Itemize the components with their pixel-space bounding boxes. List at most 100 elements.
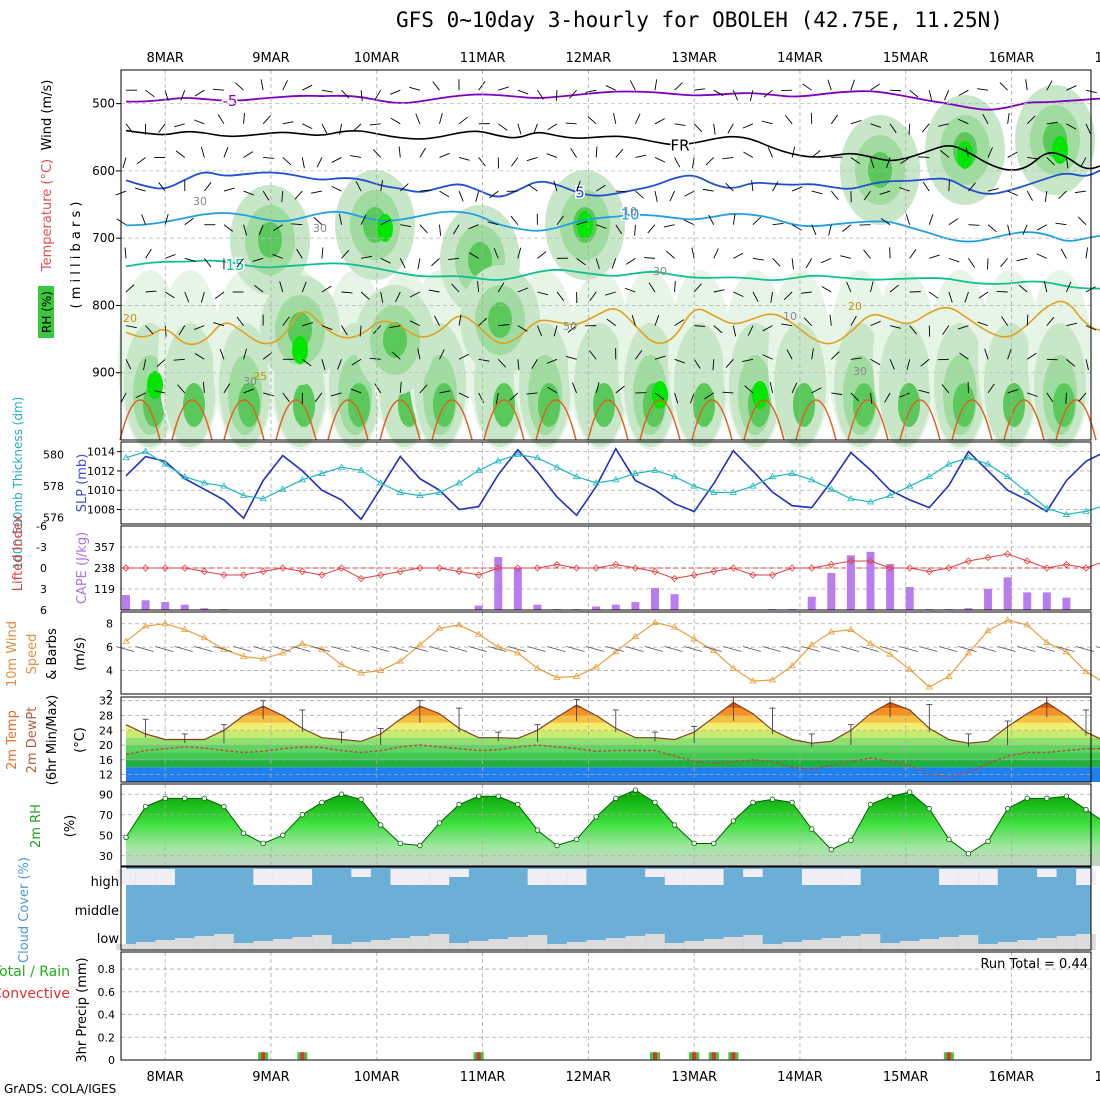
rh-contour-high bbox=[853, 383, 875, 427]
wind-barb bbox=[301, 281, 307, 293]
rh2m-point bbox=[887, 793, 893, 799]
wind-barb bbox=[122, 157, 127, 169]
surface-wind-barb bbox=[1036, 646, 1055, 652]
cape-tick-label: 238 bbox=[94, 562, 115, 575]
wind-barb bbox=[389, 89, 401, 95]
wind-barb bbox=[1001, 316, 1009, 326]
wind-barb bbox=[417, 258, 421, 270]
surface-wind-barb bbox=[311, 646, 331, 652]
wind-barb bbox=[938, 123, 949, 127]
wind-barb bbox=[964, 291, 969, 303]
li-point bbox=[142, 564, 150, 572]
wind-barb bbox=[145, 325, 154, 335]
isotherm-25-loop bbox=[899, 399, 941, 441]
surface-wind-barb bbox=[938, 646, 957, 652]
precip-tick-label: 0.6 bbox=[98, 986, 116, 999]
wind-barb bbox=[900, 157, 910, 164]
wind-barb bbox=[439, 113, 443, 124]
wind-barb bbox=[478, 317, 488, 326]
li-point bbox=[377, 571, 385, 579]
rh-contour-high bbox=[183, 383, 205, 427]
rh-axis-labels: RH (%) Temperature (°C) Wind (m/s) ( m i l … bbox=[38, 80, 84, 338]
precip-convective-bar bbox=[692, 1052, 697, 1060]
rh-contour-high bbox=[1053, 383, 1075, 427]
precip-convective-bar bbox=[711, 1052, 716, 1060]
wind-barb bbox=[428, 289, 440, 293]
wind-barb bbox=[890, 89, 902, 92]
cloud-high-clear bbox=[743, 869, 763, 877]
wind-barb bbox=[694, 88, 706, 91]
wind-barb bbox=[360, 214, 367, 225]
rh2m-point bbox=[319, 799, 325, 806]
wind-barb bbox=[1085, 247, 1088, 259]
rh2m-point bbox=[338, 791, 345, 797]
wind-barb bbox=[1085, 359, 1089, 371]
wind-speed-point bbox=[416, 641, 424, 648]
wind-barb bbox=[1066, 85, 1077, 91]
rh-contour-high bbox=[593, 383, 615, 427]
isotherm-25-loop bbox=[1003, 399, 1045, 441]
cloud-high-clear bbox=[116, 869, 136, 885]
rh2m-point bbox=[691, 840, 697, 847]
cloud-low-fill bbox=[253, 941, 273, 950]
wind-barb bbox=[725, 182, 734, 192]
isotherm-2 bbox=[125, 169, 1100, 198]
isotherm-25-loop bbox=[431, 399, 473, 441]
wind-barb bbox=[909, 89, 919, 98]
wind-barb bbox=[905, 214, 911, 225]
wind-barb bbox=[850, 357, 862, 360]
li-point bbox=[553, 560, 561, 569]
wind-barb bbox=[842, 224, 852, 232]
wind-barb bbox=[537, 251, 547, 259]
wind-barb bbox=[165, 254, 176, 259]
precip-tick-label: 0 bbox=[108, 1054, 115, 1067]
cloud-high-clear bbox=[821, 869, 842, 885]
wind-barb bbox=[772, 181, 779, 192]
thickness-point bbox=[905, 482, 914, 489]
wind-barb bbox=[458, 190, 464, 202]
wind-barb bbox=[517, 89, 529, 95]
date-label-bottom: 9MAR bbox=[252, 1070, 289, 1085]
wind-barb bbox=[1060, 248, 1067, 259]
date-label-bottom: 14MAR bbox=[777, 1070, 823, 1085]
isotherm-0 bbox=[126, 90, 1100, 111]
wind-barb bbox=[576, 257, 586, 266]
cape-bar bbox=[964, 608, 973, 610]
rh2m-point bbox=[613, 795, 619, 802]
wind-speed-point bbox=[847, 625, 855, 632]
rh2m-point bbox=[750, 799, 756, 806]
cloud-row-label: low bbox=[97, 932, 120, 947]
wind-barb bbox=[409, 320, 421, 327]
li-point bbox=[122, 564, 130, 572]
li-point bbox=[866, 557, 875, 565]
cloud-low-fill bbox=[429, 934, 450, 950]
cape-bar bbox=[494, 557, 503, 610]
rh2m-point bbox=[809, 826, 815, 832]
wind-speed-point bbox=[827, 628, 836, 635]
wind-barb bbox=[555, 90, 558, 102]
wind-barb bbox=[870, 281, 874, 293]
wind-barb bbox=[380, 219, 391, 226]
wind-barb bbox=[977, 88, 989, 91]
wind-barb bbox=[193, 325, 205, 330]
wind-barb bbox=[194, 89, 205, 97]
temp-axis-label-1: 2m Temp bbox=[5, 710, 20, 770]
rh2m-point bbox=[182, 795, 188, 802]
wind-barb bbox=[948, 180, 950, 192]
wind-barb bbox=[691, 247, 695, 259]
wind-barb bbox=[821, 257, 832, 264]
rh2m-point bbox=[1004, 805, 1011, 812]
pressure-label: ( m i l l i b a r s ) bbox=[69, 202, 84, 309]
date-label-bottom: 12MAR bbox=[566, 1070, 612, 1085]
rh2m-point bbox=[926, 805, 932, 812]
wind-barb bbox=[1065, 157, 1069, 169]
wind-barb bbox=[811, 150, 821, 158]
wind-barb bbox=[684, 219, 695, 226]
wind-barb bbox=[879, 190, 891, 195]
cloud-high-clear bbox=[841, 869, 861, 885]
rh2m-panel: 90 70 50 30 2m RH (%) bbox=[29, 784, 1100, 866]
wind-barb bbox=[468, 252, 479, 259]
wind-speed-point bbox=[631, 632, 640, 639]
cloud-low-fill bbox=[468, 941, 489, 950]
wind-barb bbox=[547, 386, 558, 394]
